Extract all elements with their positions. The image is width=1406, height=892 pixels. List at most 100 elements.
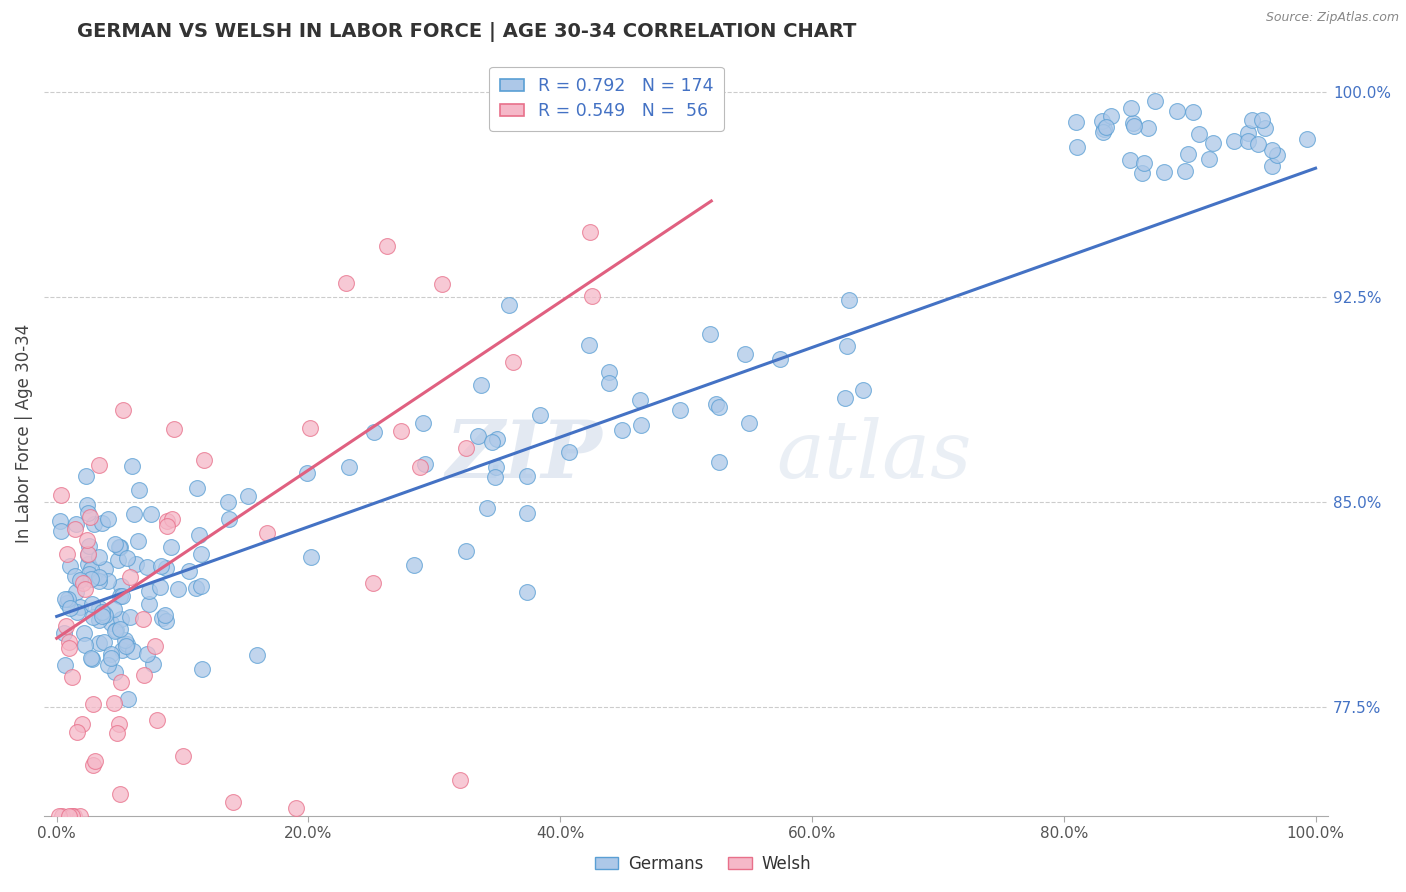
Point: [115, 550, 138, 565]
Point: [299, 550, 322, 565]
Point: [1133, 156, 1156, 170]
Point: [111, 643, 134, 657]
Point: [298, 421, 321, 435]
Point: [69, 600, 91, 615]
Point: [156, 519, 179, 533]
Point: [108, 589, 131, 603]
Point: [77, 567, 100, 582]
Point: [1237, 134, 1260, 148]
Point: [1095, 120, 1118, 134]
Point: [69, 809, 91, 823]
Point: [58, 634, 80, 648]
Point: [1254, 120, 1277, 135]
Point: [598, 365, 620, 379]
Point: [1177, 146, 1199, 161]
Point: [132, 668, 155, 682]
Point: [363, 425, 385, 439]
Point: [1119, 153, 1142, 167]
Point: [1174, 164, 1197, 178]
Point: [138, 597, 160, 611]
Point: [75, 469, 97, 483]
Point: [146, 713, 169, 727]
Point: [107, 540, 129, 554]
Point: [51, 809, 73, 823]
Point: [1166, 104, 1188, 119]
Point: [128, 483, 150, 498]
Point: [156, 514, 179, 528]
Point: [295, 467, 318, 481]
Point: [186, 481, 208, 495]
Point: [55, 619, 77, 633]
Point: [110, 579, 132, 593]
Point: [1240, 113, 1263, 128]
Point: [361, 576, 384, 591]
Point: [107, 552, 129, 566]
Point: [104, 665, 127, 679]
Point: [53, 592, 76, 607]
Point: [139, 507, 162, 521]
Point: [159, 540, 181, 554]
Point: [1251, 112, 1274, 127]
Point: [108, 622, 131, 636]
Point: [80, 652, 103, 666]
Point: [484, 470, 506, 484]
Point: [502, 354, 524, 368]
Point: [485, 460, 508, 475]
Y-axis label: In Labor Force | Age 30-34: In Labor Force | Age 30-34: [15, 324, 32, 543]
Point: [87, 601, 110, 615]
Point: [375, 239, 398, 253]
Point: [190, 578, 212, 592]
Point: [190, 547, 212, 561]
Point: [82, 609, 104, 624]
Point: [76, 558, 98, 572]
Point: [77, 548, 100, 562]
Point: [80, 573, 103, 587]
Point: [852, 383, 875, 397]
Point: [1091, 125, 1114, 139]
Point: [65, 516, 87, 531]
Point: [76, 533, 98, 548]
Point: [100, 648, 122, 662]
Point: [143, 639, 166, 653]
Point: [63, 522, 86, 536]
Point: [515, 584, 537, 599]
Point: [104, 623, 127, 637]
Point: [337, 460, 360, 475]
Point: [706, 397, 728, 411]
Point: [82, 758, 104, 772]
Point: [72, 576, 94, 591]
Point: [709, 400, 731, 414]
Point: [835, 338, 858, 352]
Point: [1066, 140, 1088, 154]
Point: [100, 615, 122, 630]
Point: [58, 809, 80, 823]
Point: [1247, 137, 1270, 152]
Point: [155, 561, 177, 575]
Point: [1137, 120, 1160, 135]
Point: [111, 589, 134, 603]
Point: [108, 540, 131, 554]
Point: [1261, 143, 1284, 157]
Point: [66, 605, 89, 619]
Point: [118, 570, 141, 584]
Point: [581, 289, 603, 303]
Point: [103, 696, 125, 710]
Point: [82, 697, 104, 711]
Point: [150, 558, 173, 573]
Point: [1222, 134, 1244, 148]
Point: [117, 692, 139, 706]
Point: [49, 487, 72, 501]
Point: [1130, 166, 1153, 180]
Point: [84, 754, 107, 768]
Point: [127, 534, 149, 549]
Point: [66, 724, 89, 739]
Point: [53, 626, 76, 640]
Point: [579, 225, 602, 239]
Point: [76, 499, 98, 513]
Point: [114, 633, 136, 648]
Point: [1181, 104, 1204, 119]
Point: [1237, 126, 1260, 140]
Point: [184, 581, 207, 595]
Point: [413, 457, 436, 471]
Point: [97, 574, 120, 589]
